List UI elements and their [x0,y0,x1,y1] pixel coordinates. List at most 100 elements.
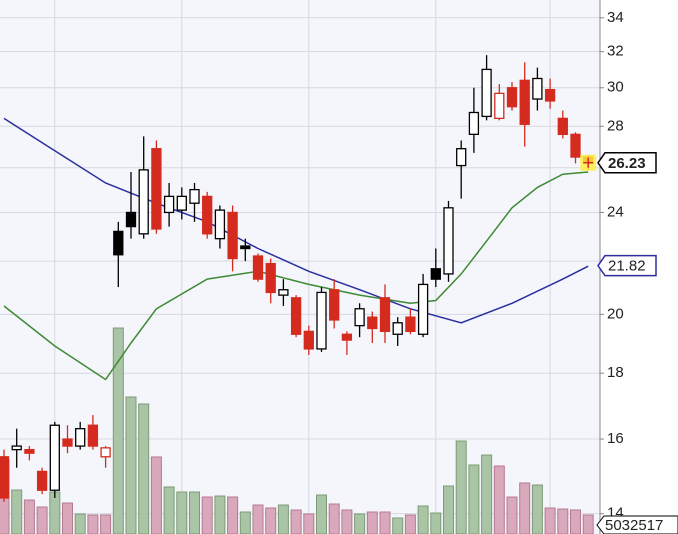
candle-body [544,88,556,102]
volume-bar [493,465,505,534]
volume-bar [404,514,416,534]
candle-body [341,333,353,341]
candle-body [100,447,111,458]
candle-body [265,262,276,294]
volume-bar [125,396,137,534]
candle-body [49,424,60,491]
volume-bar [316,494,327,534]
candle-body [506,87,518,108]
candle-body [468,111,480,135]
candle-layer [0,55,597,502]
volume-bar [341,509,353,534]
candle-body [24,448,35,454]
candle-body [456,148,467,167]
candle-body [290,297,302,335]
candle-body [36,470,48,491]
candle-body [278,289,289,296]
candle-body [354,308,365,327]
last-price-cross [583,157,594,168]
volume-label: 5032517 [605,517,663,534]
volume-bar [36,506,48,534]
price-label-box [597,152,657,174]
moving-average-layer [3,117,589,381]
y-tick-label: 34 [607,9,624,26]
candle-body [316,291,327,350]
volume-bar [570,509,581,534]
candle-body [62,438,73,447]
candle-body [570,133,581,158]
volume-bar [277,504,289,534]
candle-body [392,322,403,335]
candle-body [125,211,137,228]
candle-body [202,195,213,235]
candle-body [494,92,505,120]
volume-bar [150,456,162,534]
volume-bar [100,514,112,534]
volume-bar [201,496,213,534]
candle-body [0,456,10,499]
candle-body [405,316,416,333]
volume-bar [468,464,480,534]
candle-body [189,188,200,204]
candle-body [138,169,149,235]
volume-bar [23,499,35,534]
moving-average-line [3,171,589,381]
candle-body [176,195,187,211]
candle-body [443,207,454,275]
candle-body [367,316,378,330]
y-tick-label: 30 [607,79,624,96]
axis-layer: 1416182022242628303234 [600,9,624,522]
label-layer: 26.23 21.82 5032517 [596,152,678,534]
moving-average-line [3,117,589,324]
volume-bar [74,513,86,534]
volume-bar [417,505,429,534]
candle-body [252,255,264,280]
volume-bar [239,511,251,534]
volume-bar [519,482,531,534]
candle-body [113,230,124,256]
candle-body [227,211,238,260]
volume-bar [189,491,200,534]
candle-body [329,289,340,321]
volume-bar [481,454,493,534]
candle-body [75,428,86,447]
volume-bar [531,484,543,534]
y-tick-label: 28 [607,117,624,134]
y-tick-label: 16 [607,430,624,447]
candle-body [519,79,530,125]
volume-bar [49,491,61,534]
volume-bar [392,517,404,534]
y-tick-label: 32 [607,43,624,60]
candle-body [163,195,175,214]
candle-body [214,209,226,240]
candle-body [557,117,568,135]
candle-body [430,268,441,280]
candle-body [379,297,391,333]
candle-body [11,445,22,451]
volume-bar [328,503,340,534]
price-label: 21.82 [608,258,646,275]
volume-bar [455,440,467,534]
volume-bar [214,495,226,534]
volume-bar [163,486,175,534]
volume-bar [176,491,188,534]
volume-bar [557,508,569,534]
candle-body [240,245,251,250]
candle-body [303,330,314,350]
volume-bar [265,507,277,534]
y-tick-label: 18 [607,364,624,381]
candle-body [532,77,543,100]
y-tick-label: 20 [607,305,624,322]
volume-bar [354,513,366,534]
candle-body [481,68,492,118]
volume-bar [252,504,264,534]
y-tick-label: 24 [607,203,624,220]
volume-bar [138,403,150,534]
volume-bar [11,489,23,534]
volume-bar [87,514,99,534]
candle-body [87,424,99,447]
volume-bar [62,502,73,534]
candle-body [151,148,162,230]
